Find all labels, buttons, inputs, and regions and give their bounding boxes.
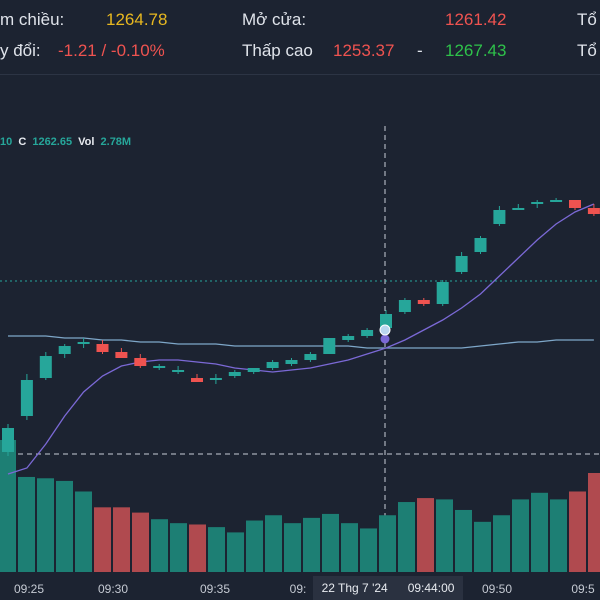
volume-bar bbox=[0, 440, 16, 572]
x-axis-tick-label: 09:25 bbox=[14, 582, 44, 596]
volume-bar bbox=[284, 523, 301, 572]
open-price-label: Mở cửa: bbox=[242, 10, 307, 29]
legend-close-value: 1262.65 bbox=[32, 136, 73, 148]
candle-body bbox=[587, 208, 600, 214]
candle-body bbox=[380, 314, 392, 328]
candle-body bbox=[39, 356, 52, 378]
candle-body bbox=[436, 282, 449, 304]
candle-body bbox=[569, 200, 581, 208]
change-label: y đổi: bbox=[0, 41, 41, 60]
candle-body bbox=[493, 210, 506, 224]
candle-body bbox=[550, 200, 563, 202]
legend-prefix: 10 bbox=[0, 136, 13, 148]
volume-bar bbox=[550, 499, 567, 572]
candle-body bbox=[531, 202, 544, 204]
candle-body bbox=[115, 352, 128, 358]
volume-bar bbox=[379, 515, 396, 572]
candle-body bbox=[228, 372, 241, 376]
volume-bar bbox=[170, 523, 187, 572]
reference-price-label: m chiều: bbox=[0, 10, 65, 29]
volume-bar bbox=[341, 523, 358, 572]
volume-bar bbox=[227, 532, 244, 572]
open-price-value: 1261.42 bbox=[445, 10, 507, 29]
volume-bar bbox=[18, 476, 35, 572]
low-price-value: 1253.37 bbox=[333, 41, 395, 60]
high-price-value: 1267.43 bbox=[445, 41, 507, 60]
candle-body bbox=[2, 428, 14, 452]
x-axis-tick-label: 09:5 bbox=[571, 582, 595, 596]
legend-volume-value: 2.78M bbox=[100, 136, 132, 148]
volume-bar bbox=[436, 499, 453, 572]
candle-body bbox=[77, 342, 90, 344]
candle-body bbox=[191, 378, 203, 382]
volume-bar bbox=[322, 513, 339, 572]
candle-body bbox=[512, 208, 525, 210]
candle-body bbox=[96, 344, 109, 352]
volume-bar bbox=[265, 515, 282, 572]
volume-bar bbox=[94, 507, 111, 572]
candle-body bbox=[285, 360, 298, 364]
legend-close-label: C bbox=[18, 136, 27, 148]
candle-body bbox=[58, 346, 71, 354]
candle-body bbox=[474, 238, 487, 252]
ma-slow-line bbox=[8, 335, 594, 349]
crosshair-date: 22 Thg 7 '24 bbox=[321, 581, 388, 595]
candle-body bbox=[304, 354, 317, 360]
volume-bar bbox=[569, 491, 586, 572]
volume-bar bbox=[360, 528, 377, 572]
candle-body bbox=[455, 256, 468, 272]
volume-bar bbox=[132, 512, 149, 572]
candle-body bbox=[342, 336, 355, 340]
low-high-label: Thấp cao bbox=[242, 41, 313, 60]
ma-slow-marker bbox=[379, 324, 391, 336]
candle-body bbox=[361, 330, 374, 336]
volume-bar bbox=[398, 502, 415, 572]
candle-body bbox=[398, 300, 411, 312]
volume-bar bbox=[512, 499, 529, 572]
legend-volume-label: Vol bbox=[78, 136, 95, 148]
volume-bar bbox=[417, 498, 434, 572]
crosshair-time: 09:44:00 bbox=[407, 581, 455, 595]
reference-price-value: 1264.78 bbox=[106, 10, 168, 29]
candle-body bbox=[266, 362, 279, 368]
range-separator: - bbox=[417, 41, 423, 60]
volume-bar bbox=[493, 515, 510, 572]
truncated-label-2: Tổ bbox=[577, 41, 597, 60]
volume-bar bbox=[588, 473, 600, 572]
candle-body bbox=[153, 366, 166, 368]
volume-bar bbox=[113, 507, 130, 572]
truncated-label-1: Tổ bbox=[577, 10, 597, 29]
x-axis-tick-label: 09: bbox=[290, 582, 307, 596]
candle-body bbox=[134, 358, 147, 366]
quote-header: m chiều: 1264.78 y đổi: -1.21 / -0.10% M… bbox=[0, 0, 600, 75]
volume-bar bbox=[303, 517, 320, 572]
candle-body bbox=[323, 338, 336, 354]
volume-bar bbox=[37, 478, 54, 572]
ma-fast-marker bbox=[380, 334, 390, 344]
volume-bar bbox=[455, 509, 472, 572]
volume-bar bbox=[75, 491, 92, 572]
candle-body bbox=[417, 300, 430, 304]
chart-legend: 10 C 1262.65 Vol 2.78M bbox=[0, 136, 131, 148]
change-value: -1.21 / -0.10% bbox=[58, 41, 165, 60]
x-axis-tick-label: 09:35 bbox=[200, 582, 230, 596]
volume-bar bbox=[531, 492, 548, 572]
x-axis-tick-label: 09:30 bbox=[98, 582, 128, 596]
volume-bar bbox=[56, 480, 73, 572]
candle-body bbox=[172, 370, 185, 372]
ma-fast-line bbox=[7, 203, 595, 475]
candle-body bbox=[20, 380, 33, 416]
candle-body bbox=[209, 378, 222, 380]
volume-bar bbox=[189, 524, 206, 572]
volume-bar bbox=[474, 521, 491, 572]
x-axis-tick-label: 09:50 bbox=[482, 582, 512, 596]
volume-bar bbox=[208, 527, 225, 572]
volume-bar bbox=[151, 519, 168, 572]
candle-body bbox=[247, 368, 260, 372]
volume-bar bbox=[246, 520, 263, 572]
crosshair-time-label: 22 Thg 7 '24 09:44:00 bbox=[313, 576, 463, 600]
